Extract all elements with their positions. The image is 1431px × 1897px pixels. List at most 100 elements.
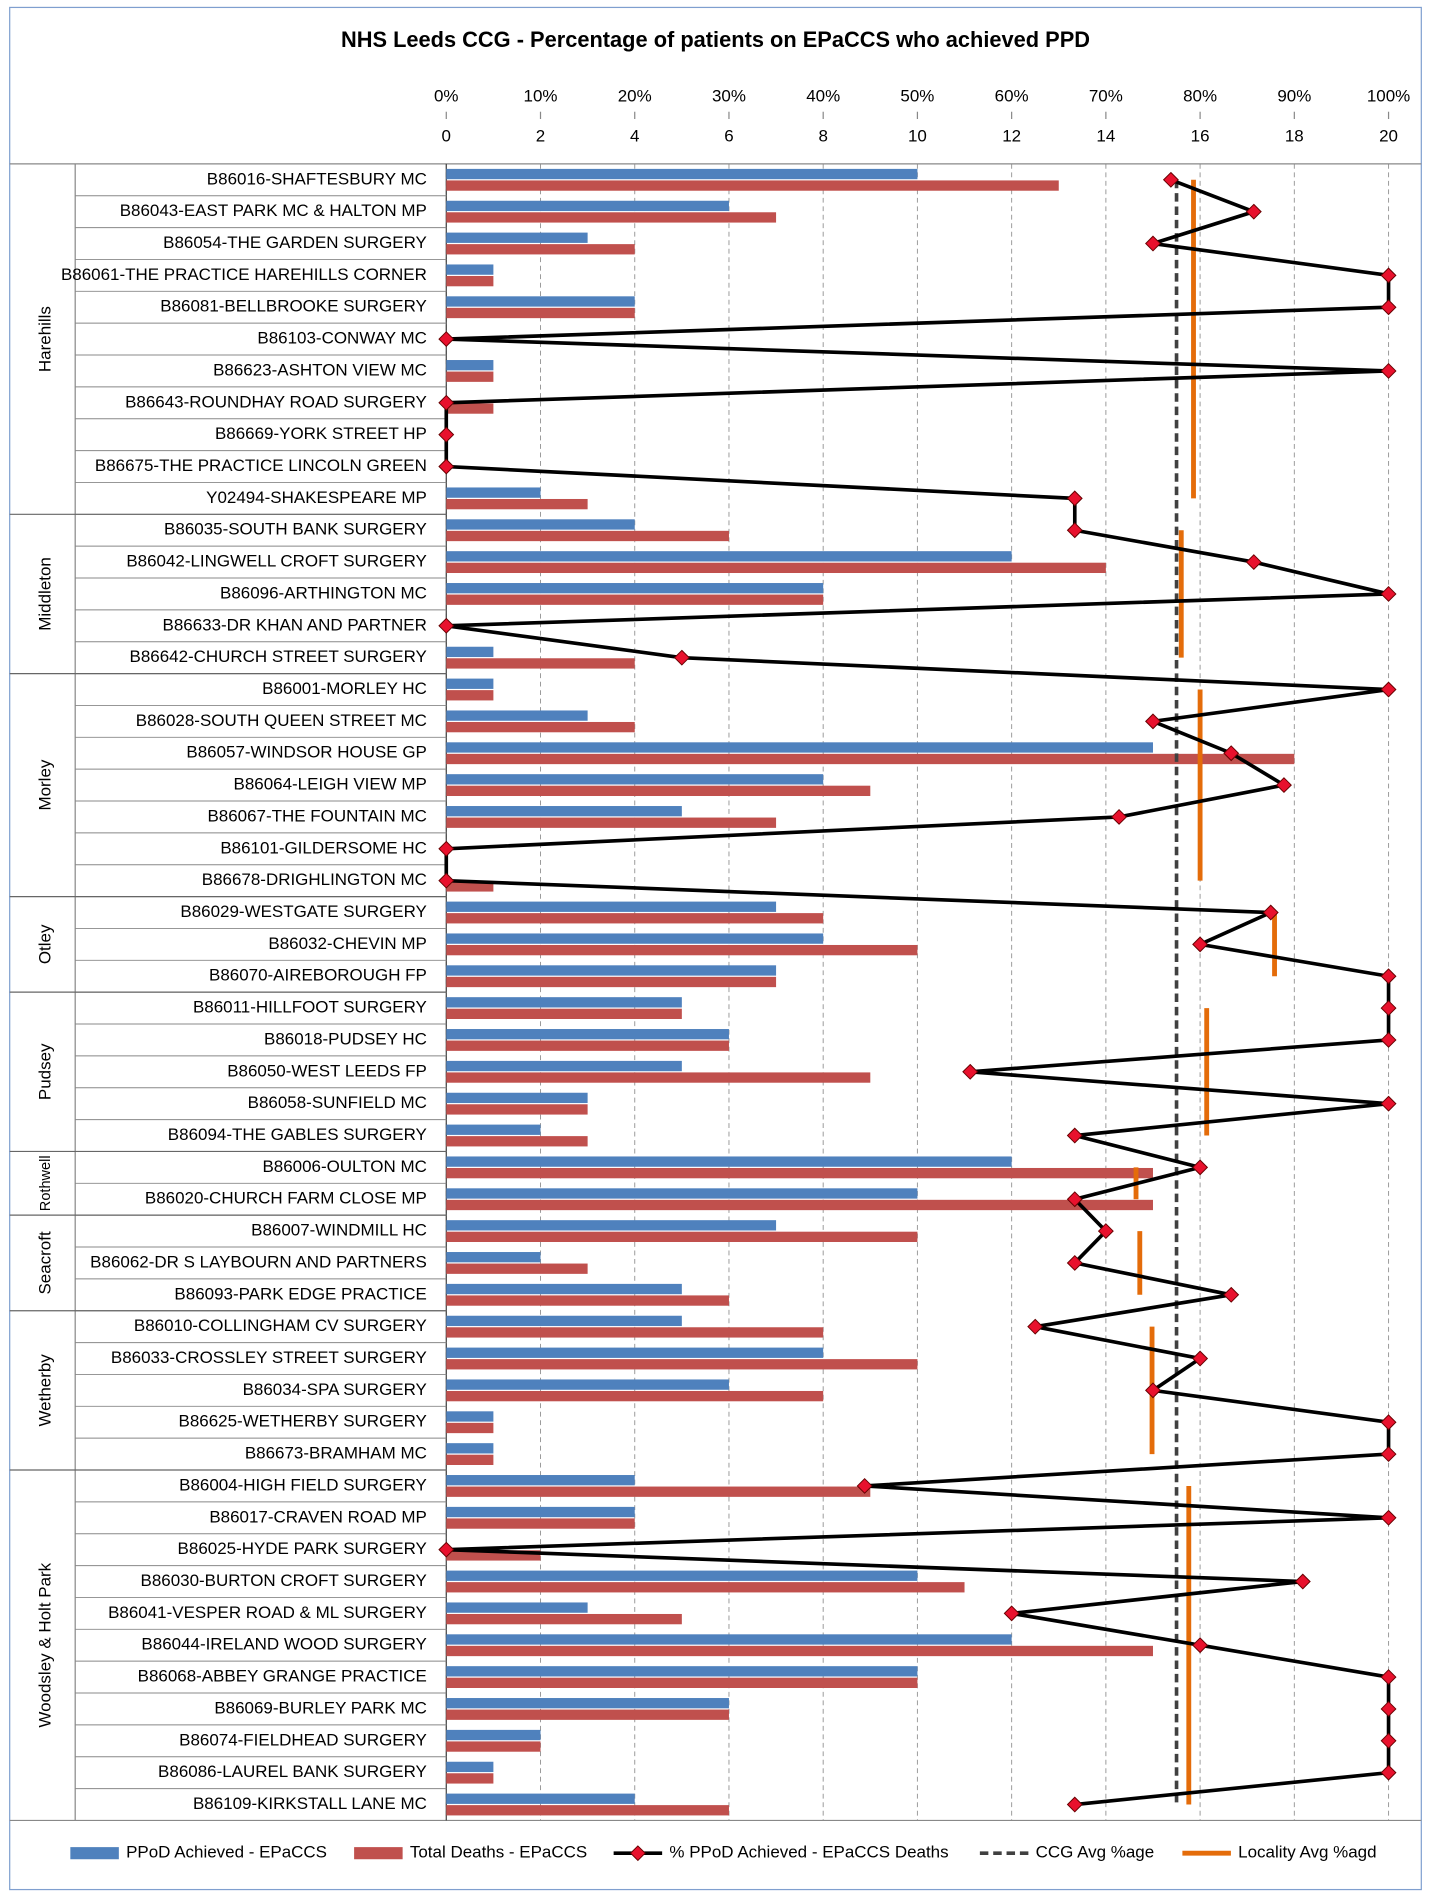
bar xyxy=(446,774,824,785)
x-tick-label: 90% xyxy=(1277,87,1311,106)
pct-marker xyxy=(1245,203,1262,220)
pct-marker xyxy=(1380,681,1397,698)
category-label: B86642-CHURCH STREET SURGERY xyxy=(130,647,427,666)
bar xyxy=(446,806,682,817)
pct-marker xyxy=(856,1477,873,1494)
bar xyxy=(446,1188,918,1199)
bar xyxy=(446,487,541,498)
bar xyxy=(446,371,494,382)
category-label: B86625-WETHERBY SURGERY xyxy=(179,1412,427,1431)
group-label: Seacroft xyxy=(36,1231,55,1294)
pct-marker xyxy=(1380,968,1397,985)
bar xyxy=(446,1613,682,1625)
pct-marker xyxy=(1380,1414,1397,1431)
x-tick-label: 0% xyxy=(434,87,459,106)
bar xyxy=(446,785,871,797)
x2-tick-label: 12 xyxy=(1002,127,1021,146)
legend-swatch xyxy=(70,1847,119,1860)
pct-marker xyxy=(1380,1446,1397,1463)
category-label: B86041-VESPER ROAD & ML SURGERY xyxy=(108,1603,427,1622)
bar xyxy=(446,1475,635,1486)
bar xyxy=(446,1327,824,1338)
category-label: B86673-BRAMHAM MC xyxy=(245,1444,427,1463)
pct-marker xyxy=(1380,1000,1397,1017)
pct-marker xyxy=(1003,1605,1020,1622)
bar xyxy=(446,976,777,988)
legend-label: PPoD Achieved - EPaCCS xyxy=(126,1843,327,1862)
bar xyxy=(446,646,494,658)
bar xyxy=(446,1263,588,1274)
pct-marker xyxy=(1380,1732,1397,1749)
bar xyxy=(446,1486,871,1497)
legend-label: Total Deaths - EPaCCS xyxy=(410,1843,587,1862)
x-tick-label: 70% xyxy=(1089,87,1123,106)
pct-marker xyxy=(1380,299,1397,316)
bar xyxy=(446,307,635,319)
group-label: Otley xyxy=(36,924,55,964)
bar xyxy=(446,1390,824,1402)
bar xyxy=(446,1072,871,1083)
pct-marker xyxy=(1066,1254,1083,1271)
category-label: B86081-BELLBROOKE SURGERY xyxy=(160,297,427,316)
category-label: B86096-ARTHINGTON MC xyxy=(220,583,427,602)
pct-marker xyxy=(673,649,690,666)
bar xyxy=(446,1550,541,1561)
pct-marker xyxy=(1192,1350,1209,1367)
bar xyxy=(446,200,729,212)
group-label: Woodsley & Holt Park xyxy=(36,1562,55,1727)
pct-marker xyxy=(1380,585,1397,602)
bar xyxy=(446,1231,918,1242)
bar xyxy=(446,1443,494,1454)
bar xyxy=(446,1677,918,1688)
pct-marker xyxy=(438,458,455,475)
group-label: Wetherby xyxy=(36,1354,55,1427)
bar xyxy=(446,1029,729,1040)
category-label: B86050-WEST LEEDS FP xyxy=(227,1061,427,1080)
pct-marker xyxy=(1380,1764,1397,1781)
pct-marker xyxy=(1027,1318,1044,1335)
category-label: B86035-SOUTH BANK SURGERY xyxy=(164,520,427,539)
bar xyxy=(446,296,635,307)
x-tick-label: 80% xyxy=(1183,87,1217,106)
pct-marker xyxy=(438,1541,455,1558)
pct-marker xyxy=(1380,362,1397,379)
bar xyxy=(446,678,494,689)
category-label: B86025-HYDE PARK SURGERY xyxy=(178,1539,427,1558)
category-label: B86028-SOUTH QUEEN STREET MC xyxy=(136,711,427,730)
pct-marker xyxy=(1066,522,1083,539)
category-label: B86032-CHEVIN MP xyxy=(268,934,426,953)
x-tick-label: 50% xyxy=(900,87,934,106)
category-label: B86061-THE PRACTICE HAREHILLS CORNER xyxy=(61,265,427,284)
bar xyxy=(446,1315,682,1327)
bar xyxy=(446,1570,918,1581)
bar xyxy=(446,1582,965,1593)
pct-marker xyxy=(1380,1095,1397,1112)
category-label: B86064-LEIGH VIEW MP xyxy=(234,775,427,794)
bar xyxy=(446,1252,541,1263)
x2-tick-label: 6 xyxy=(724,127,733,146)
category-label: B86070-AIREBOROUGH FP xyxy=(209,966,427,985)
category-label: B86069-BURLEY PARK MC xyxy=(214,1698,427,1717)
pct-marker xyxy=(1275,777,1292,794)
category-label: B86103-CONWAY MC xyxy=(257,329,426,348)
bar xyxy=(446,551,1012,562)
category-label: B86669-YORK STREET HP xyxy=(215,424,427,443)
x2-tick-label: 4 xyxy=(630,127,639,146)
category-label: B86678-DRIGHLINGTON MC xyxy=(202,870,427,889)
group-label: Morley xyxy=(36,759,55,810)
category-label: B86074-FIELDHEAD SURGERY xyxy=(179,1730,427,1749)
bar xyxy=(446,530,729,542)
bar xyxy=(446,360,494,371)
bar xyxy=(446,1698,729,1709)
bar xyxy=(446,1422,494,1434)
category-label: B86007-WINDMILL HC xyxy=(251,1221,427,1240)
bar xyxy=(446,1634,1012,1645)
x-tick-label: 10% xyxy=(524,87,558,106)
bar xyxy=(446,1060,682,1072)
category-label: B86020-CHURCH FARM CLOSE MP xyxy=(145,1189,427,1208)
pct-marker xyxy=(1380,267,1397,284)
bar xyxy=(446,583,824,594)
bar xyxy=(446,1729,541,1741)
bar xyxy=(446,1092,588,1104)
pct-marker xyxy=(1066,1191,1083,1208)
